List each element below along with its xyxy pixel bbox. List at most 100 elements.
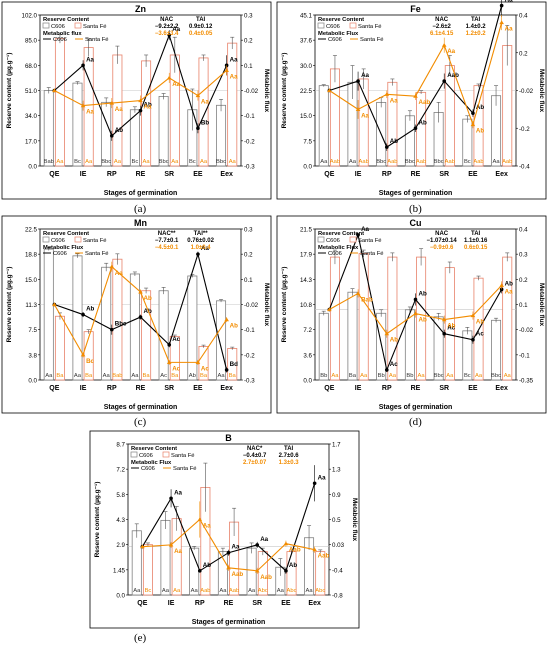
y-tick-label: 7.2: [303, 327, 312, 334]
bar-letter-label: Aa: [133, 588, 141, 594]
nac-santa-value: −4.5±0.1: [155, 245, 179, 251]
nac-santa-value: −3.6±3.4: [155, 31, 179, 37]
bar-letter-label: Bbc: [434, 373, 444, 379]
y2-tick-label: 0.4: [519, 227, 528, 234]
nac-label: NAC: [435, 231, 449, 237]
bar-letter-label: Bbc: [376, 159, 386, 165]
flux-point: [356, 79, 360, 83]
y-tick-label: 51.0: [25, 88, 38, 95]
flux-point: [254, 568, 260, 573]
flux-letter-label: Ab: [447, 323, 455, 330]
flux-point: [80, 103, 86, 108]
flux-point: [169, 496, 173, 501]
legend-swatch-santa-bar: [74, 236, 82, 243]
legend-reserve-title: Reserve Content: [318, 231, 364, 237]
bar-letter-label: Bc: [464, 373, 471, 379]
y2-tick-label: -0.02: [244, 88, 259, 95]
flux-letter-label: Ab: [505, 280, 513, 287]
x-tick-label: Eex: [220, 385, 233, 392]
flux-letter-label: Aab: [318, 553, 330, 560]
flux-point: [413, 126, 418, 131]
flux-point: [224, 317, 229, 322]
bar-letter-label: Aa: [320, 159, 328, 165]
flux-point: [166, 360, 172, 364]
y2-tick-label: -0.02: [519, 327, 534, 334]
bar: [444, 65, 455, 167]
y2-tick-label: -0.2: [244, 352, 255, 359]
x-tick-label: EE: [468, 171, 478, 178]
bar-letter-label: Aa: [389, 373, 397, 379]
flux-point: [470, 313, 476, 318]
flux-letter-label: Ab: [476, 104, 484, 111]
bar: [491, 319, 502, 381]
flux-letter-label: Aa: [390, 97, 398, 104]
panel-caption-b: (b): [409, 203, 422, 215]
y-tick-label: 7.5: [28, 327, 37, 334]
flux-letter-label: Aa: [172, 81, 180, 88]
y-tick-label: 68.0: [25, 63, 38, 70]
y-axis-title: Reserve content (µg.g⁻¹): [281, 53, 288, 129]
bar-letter-label: Aa: [504, 373, 512, 379]
bar-letter-label: Bc: [74, 159, 81, 165]
bar: [198, 57, 209, 167]
bar-letter-label: Aa: [493, 159, 501, 165]
chart-panel-mn: Mn 0.0 3.8 7.5 11.3 15.0 18.8 22.5 -0.3 -0.2 -0.1 -…: [1, 215, 272, 414]
x-tick-label: IE: [80, 385, 87, 392]
y2-tick-label: -0.3: [244, 378, 255, 385]
y2-tick-label: -0.4: [332, 567, 343, 574]
bar-letter-label: Aab: [330, 159, 340, 165]
flux-letter-label: Ac: [201, 365, 209, 372]
legend-c606-flux-label: C606: [328, 37, 342, 43]
x-tick-label: RP: [195, 600, 205, 607]
bar-letter-label: Bab: [112, 373, 122, 379]
flux-point: [312, 481, 317, 486]
bar: [54, 315, 65, 381]
y-axis-title: Reserve content (µg.g⁻¹): [6, 267, 13, 343]
y-tick-label: 34.0: [25, 113, 38, 120]
legend-santa-flux-label: Santa Fé: [360, 251, 384, 257]
x-tick-label: SR: [252, 600, 262, 607]
y-tick-label: 22.5: [25, 227, 38, 234]
flux-point: [226, 550, 231, 555]
bar-letter-label: Aa: [219, 588, 227, 594]
bar-letter-label: Aab: [416, 159, 426, 165]
flux-letter-label: Aa: [172, 26, 180, 33]
bar-letter-label: Aa: [277, 588, 285, 594]
x-tick-label: QE: [49, 171, 59, 178]
x-tick-label: IE: [80, 171, 87, 178]
legend-swatch-c606-bar: [317, 236, 325, 243]
legend-c606-bar-label: C606: [51, 24, 65, 30]
y2-tick-label: -0.8: [332, 593, 343, 600]
y-tick-label: 7.5: [303, 138, 312, 145]
nac-santa-value: −0.9±0.6: [430, 245, 454, 251]
flux-point: [499, 283, 504, 287]
flux-point: [471, 111, 475, 115]
flux-point: [384, 92, 390, 96]
y2-axis-title: Metabolic flux: [351, 498, 358, 542]
flux-letter-label: Ac: [476, 331, 484, 338]
flux-point: [196, 126, 200, 131]
flux-point: [138, 315, 143, 319]
x-tick-label: Eex: [495, 385, 508, 392]
legend-flux-title: Metabolic Flux: [131, 460, 172, 466]
y-tick-label: 85.0: [25, 38, 38, 45]
flux-letter-label: Ab: [230, 323, 238, 330]
y-tick-label: 18.8: [25, 252, 38, 259]
y-tick-label: 17.0: [25, 138, 38, 145]
y-tick-label: 7.2: [116, 467, 125, 474]
bar-letter-label: Bc: [189, 159, 196, 165]
x-tick-label: QE: [137, 600, 147, 607]
y-tick-label: 0.0: [28, 164, 37, 171]
bar: [473, 85, 484, 167]
bar-letter-label: Aa: [306, 588, 314, 594]
flux-letter-label: Ab: [115, 127, 123, 134]
tai-label: TAI: [284, 446, 294, 452]
bar: [358, 253, 369, 381]
legend-flux-title: Metabolic Flux: [318, 245, 359, 251]
x-axis-title: Stages of germination: [104, 404, 178, 411]
bar: [358, 78, 369, 167]
bar: [83, 47, 94, 167]
bar: [347, 291, 358, 381]
flux-letter-label: Ab: [419, 119, 427, 126]
chart-panel-fe: Fe 0.0 7.5 15.0 22.5 30.0 37.6 45.1 -0.4 -0.2 -0.0…: [276, 0, 547, 200]
